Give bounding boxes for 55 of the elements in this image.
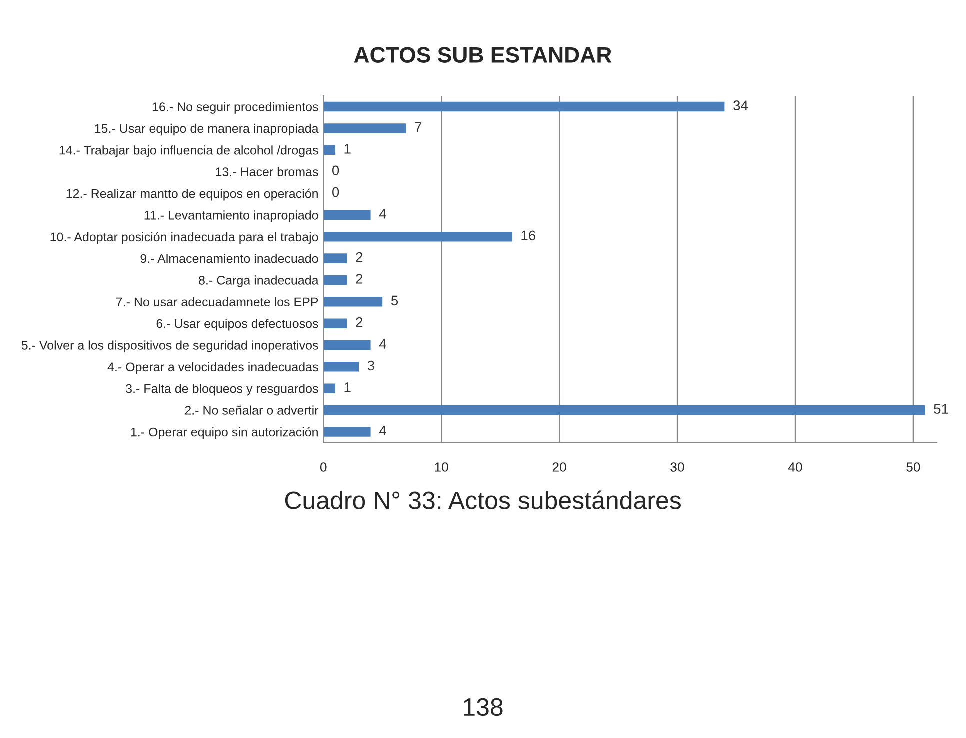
chart-title: ACTOS SUB ESTANDAR (354, 47, 612, 63)
data-label: 51 (934, 404, 948, 414)
bar (324, 102, 725, 112)
data-label: 4 (379, 339, 386, 349)
bar (324, 362, 359, 372)
y-tick-label: 10.- Adoptar posición inadecuada para el trabajo (50, 232, 318, 244)
x-tick-label: 10 (435, 462, 448, 472)
text: 138 (464, 698, 503, 716)
bar (324, 384, 336, 394)
bar (324, 254, 348, 264)
x-tick-label: 50 (906, 462, 920, 472)
data-label: 3 (368, 360, 374, 371)
bar (324, 232, 512, 242)
y-tick-label: 14.- Trabajar bajo influencia de alcohol /drogas (60, 146, 318, 158)
data-label: 5 (391, 296, 398, 306)
data-label: 34 (734, 100, 748, 111)
y-tick-label: 7.- No usar adecuadamnete los EPP (116, 297, 318, 307)
x-tick-label: 0 (320, 462, 327, 472)
y-tick-label: 3.- Falta de bloqueos y resguardos (126, 384, 318, 396)
y-tick-label: 13.- Hacer bromas (216, 167, 318, 176)
bar (324, 145, 336, 156)
y-tick-label: 8.- Carga inadecuada (199, 276, 319, 288)
y-tick-label: 1.- Operar equipo sin autorización (131, 427, 318, 440)
y-tick-label: 11.- Levantamiento inapropiado (144, 210, 318, 222)
bar (324, 275, 348, 286)
bar (324, 210, 371, 220)
bar (324, 405, 926, 416)
y-tick-label: 4.- Operar a velocidades inadecuadas (108, 362, 318, 374)
bar (324, 124, 406, 134)
data-label: 2 (356, 317, 363, 328)
data-label: 0 (332, 187, 340, 198)
y-tick-label: 9.- Almacenamiento inadecuado (140, 254, 318, 264)
bar (324, 318, 348, 328)
data-label: 7 (415, 122, 422, 132)
x-tick-label: 40 (788, 462, 802, 472)
y-tick-label: 2.- No señalar o advertir (185, 406, 319, 415)
data-label: 2 (356, 252, 363, 262)
data-label: 1 (344, 144, 351, 154)
data-label: 0 (332, 166, 340, 176)
y-tick-label: 15.- Usar equipo de manera inapropiada (95, 124, 319, 136)
data-label: 1 (344, 382, 351, 392)
bar (324, 427, 371, 437)
bar (324, 340, 371, 350)
bar (324, 297, 383, 307)
y-tick-label: 16.- No seguir procedimientos (152, 102, 318, 114)
data-label: 16 (522, 230, 536, 241)
data-label: 4 (379, 209, 386, 219)
data-label: 4 (379, 426, 386, 436)
y-tick-label: 5.- Volver a los dispositivos de seguridad inoperativos (22, 340, 318, 352)
y-tick-label: 6.- Usar equipos defectuosos (156, 319, 318, 331)
x-tick-label: 20 (552, 462, 566, 472)
y-tick-label: 12.- Realizar mantto de equipos en operación (66, 188, 318, 201)
text: Cuadro N° 33: Actos subestándares (285, 490, 681, 510)
x-tick-label: 30 (670, 462, 684, 472)
data-label: 2 (356, 274, 363, 284)
